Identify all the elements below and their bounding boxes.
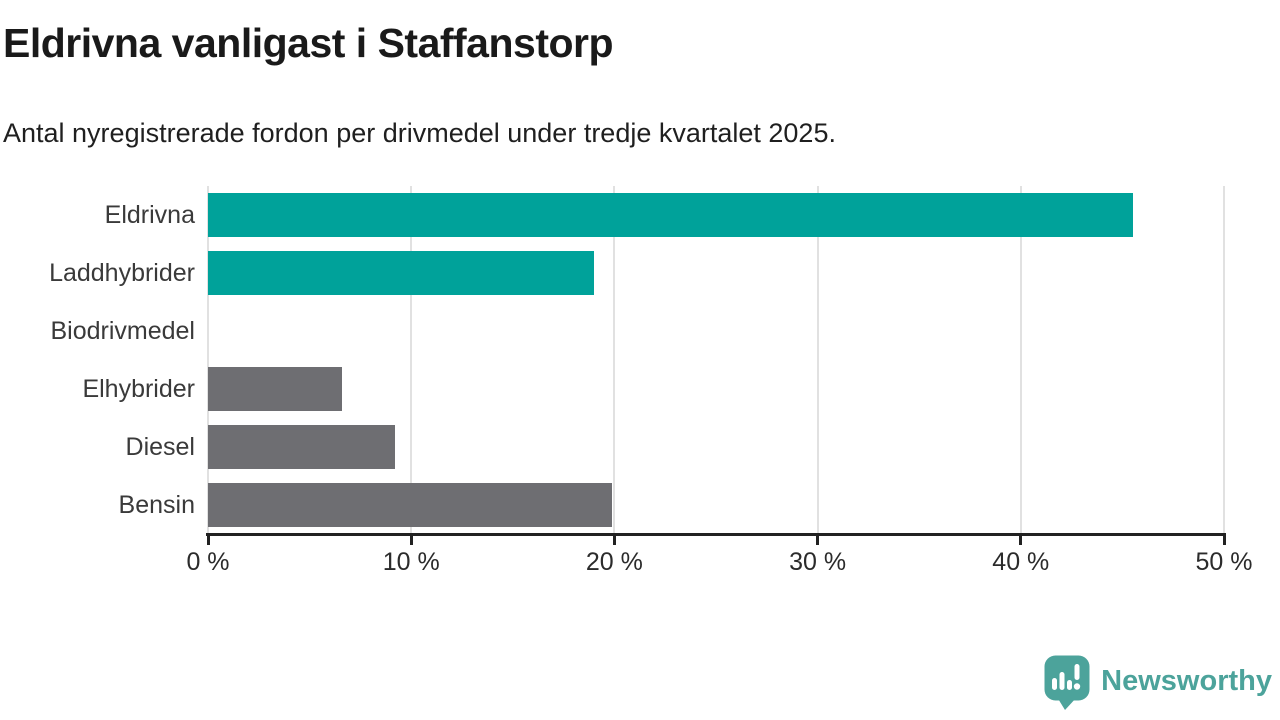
chart-rows: Eldrivna Laddhybrider Biodrivmedel Elhybrid… [0,186,1224,534]
chart-title: Eldrivna vanligast i Staffanstorp [3,20,614,66]
gridline [613,186,616,534]
axis-tick [816,536,820,545]
axis-tick-label: 40 % [992,548,1050,576]
axis-tick-label: 30 % [789,548,847,576]
gridline [816,186,819,534]
gridline [410,186,413,534]
chart-subtitle: Antal nyregistrerade fordon per drivmede… [3,118,836,148]
bar-track [208,425,1224,469]
bar-bensin [208,483,613,527]
bar-track [208,193,1224,237]
axis-tick [1019,536,1023,545]
gridline [1223,186,1225,534]
axis-tick-label: 0 % [186,548,230,576]
gridline [1019,186,1022,534]
gridlines [207,186,1225,534]
brand-name: Newsworthy [1101,665,1272,697]
bar-track [208,483,1224,527]
axis-tick [409,536,413,545]
axis-tick [1222,536,1226,545]
category-label: Diesel [125,432,195,461]
x-axis-ticks [206,536,1226,546]
axis-tick-label: 20 % [585,548,643,576]
gridline [207,186,209,534]
x-axis-tick-labels: 0 % 10 % 20 % 30 % 40 % 50 % [186,548,1252,580]
chart-row: Biodrivmedel [0,302,1224,360]
chart-row: Eldrivna [0,186,1224,244]
chart-row: Elhybrider [0,360,1224,418]
bar-eldrivna [208,193,1133,237]
x-axis-line [206,533,1226,536]
bar-track [208,367,1224,411]
bar-track [208,309,1224,353]
category-label: Laddhybrider [49,258,195,287]
bar-laddhybrider [208,251,595,295]
axis-tick [206,536,210,545]
bar-track [208,251,1224,295]
category-label: Biodrivmedel [50,316,195,345]
category-label: Bensin [118,490,195,519]
brand-footer: Newsworthy [1042,653,1272,710]
newsworthy-logo-icon [1044,655,1090,710]
bar-elhybrider [208,367,343,411]
axis-tick-label: 10 % [382,548,440,576]
axis-tick-label: 50 % [1195,548,1253,576]
chart-row: Bensin [0,476,1224,534]
category-label: Elhybrider [82,374,195,403]
axis-tick [612,536,616,545]
chart-row: Laddhybrider [0,244,1224,302]
bar-diesel [208,425,395,469]
bar-chart: Eldrivna Laddhybrider Biodrivmedel Elhybrid… [0,186,1252,586]
category-label: Eldrivna [104,200,195,229]
chart-row: Diesel [0,418,1224,476]
